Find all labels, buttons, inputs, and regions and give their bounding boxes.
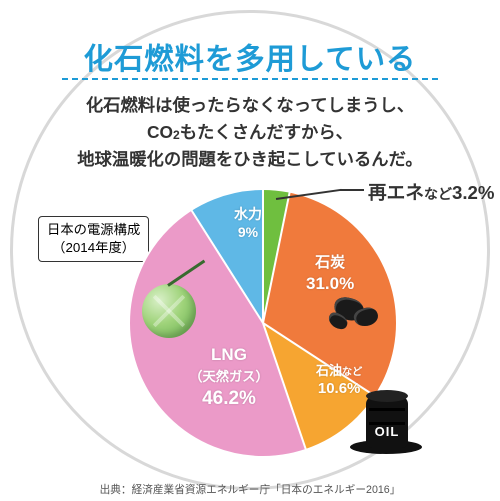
callout-line-2 [340, 189, 364, 191]
slice-label-lng: LNG （天然ガス） 46.2% [174, 344, 284, 410]
slice-label-lng-pct: 46.2% [174, 387, 284, 411]
slice-label-hydro-pct: 9% [234, 224, 262, 242]
slice-label-coal: 石炭 31.0% [306, 254, 354, 294]
slice-label-oil-name: 石油など [316, 363, 362, 378]
callout-label: 再エネ [368, 182, 424, 203]
subtitle-text: 化石燃料は使ったらなくなってしまうし、 CO2もたくさんだすから、 地球温暖化の… [0, 92, 500, 173]
slice-label-lng-name: LNG [211, 345, 247, 364]
lng-tank-icon [142, 284, 196, 338]
subtitle-co2-sub: 2 [173, 128, 180, 142]
slice-label-hydro-name: 水力 [234, 206, 262, 222]
callout-pct: 3.2% [452, 182, 495, 203]
coal-icon [328, 294, 388, 334]
callout-renewables: 再エネなど3.2% [368, 178, 495, 205]
subtitle-line3: 地球温暖化の問題をひき起こしているんだ。 [77, 149, 423, 169]
oil-drum-icon: OIL [366, 396, 408, 448]
page-title: 化石燃料を多用している [0, 36, 500, 78]
subtitle-line2b: もたくさんだすから、 [180, 122, 353, 142]
callout-etc: など [424, 186, 452, 202]
slice-label-hydro: 水力 9% [234, 206, 262, 241]
slice-label-oil: 石油など 10.6% [316, 363, 362, 398]
oil-drum-label: OIL [366, 424, 408, 439]
slice-label-lng-sub: （天然ガス） [189, 369, 269, 384]
title-underline [62, 78, 438, 80]
subtitle-line2a: CO [147, 122, 173, 142]
subtitle-line1: 化石燃料は使ったらなくなってしまうし、 [86, 95, 414, 115]
slice-label-coal-pct: 31.0% [306, 273, 354, 294]
chart-caption-line1: 日本の電源構成 [47, 222, 140, 237]
slice-label-coal-name: 石炭 [315, 254, 345, 271]
slice-label-oil-pct: 10.6% [316, 380, 362, 399]
pie-chart: 水力 9% 石炭 31.0% 石油など 10.6% LNG （天然ガス） 46.… [128, 188, 398, 458]
source-text: 出典：経済産業省資源エネルギー庁「日本のエネルギー2016」 [0, 482, 500, 497]
chart-caption-line2: （2014年度） [52, 240, 135, 255]
